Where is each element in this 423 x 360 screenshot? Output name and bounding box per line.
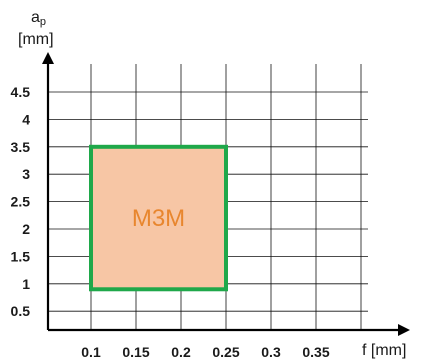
x-tick-label: 0.1 <box>81 344 101 360</box>
axes <box>42 52 410 336</box>
y-tick-label: 4 <box>22 111 30 127</box>
y-tick-label: 1.5 <box>11 248 31 264</box>
y-tick-label: 3 <box>22 166 30 182</box>
region-m3m <box>89 144 228 292</box>
y-tick-label: 2.5 <box>11 194 31 210</box>
y-axis-arrow-icon <box>42 52 54 64</box>
x-axis-title: f [mm] <box>362 342 406 359</box>
x-tick-label: 0.3 <box>261 344 281 360</box>
x-tick-label: 0.2 <box>171 344 191 360</box>
x-tick-label: 0.15 <box>122 344 149 360</box>
y-tick-labels: 0.5 1 1.5 2 2.5 3 3.5 4 4.5 <box>11 84 31 319</box>
region-label: M3M <box>132 205 185 232</box>
x-tick-label: 0.25 <box>212 344 239 360</box>
region-layer: M3M <box>89 144 228 292</box>
y-tick-label: 2 <box>22 221 30 237</box>
y-tick-label: 1 <box>22 276 30 292</box>
x-axis-arrow-icon <box>398 324 410 336</box>
x-tick-label: 0.35 <box>302 344 329 360</box>
y-axis-title: ap <box>31 9 46 28</box>
y-tick-label: 0.5 <box>11 303 31 319</box>
x-tick-labels: 0.1 0.15 0.2 0.25 0.3 0.35 <box>81 344 330 360</box>
y-tick-label: 4.5 <box>11 84 31 100</box>
y-axis-unit: [mm] <box>18 31 54 48</box>
y-tick-label: 3.5 <box>11 139 31 155</box>
